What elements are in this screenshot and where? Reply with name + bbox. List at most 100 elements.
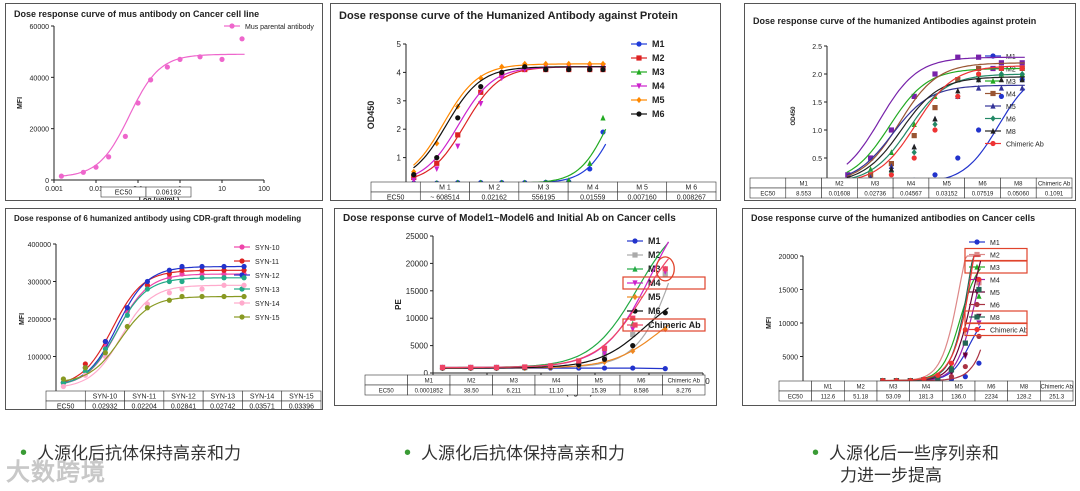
chart-panel-model1-6-cancer: Dose response curve of Model1~Model6 and… (334, 208, 717, 406)
data-point (82, 361, 88, 367)
data-point (998, 65, 1004, 71)
table-cell-text: M4 (907, 182, 916, 188)
legend-marker (239, 244, 245, 250)
table-cell-text: 11.10 (549, 389, 564, 395)
fit-line (846, 76, 1025, 179)
legend-label: M2 (648, 250, 661, 260)
series-syn-13 (60, 275, 247, 386)
y-tick-label: 5000 (782, 355, 798, 362)
y-tick-label: 1 (397, 154, 402, 163)
legend-label: M5 (990, 290, 1000, 297)
chart-title: Dose response of 6 humanized antibody us… (14, 214, 301, 223)
legend-marker (632, 322, 638, 328)
legend-item: Chimeric Ab (622, 318, 706, 332)
data-point (955, 54, 961, 60)
fit-line (441, 241, 670, 369)
legend-marker (990, 140, 996, 147)
data-point (998, 93, 1004, 99)
data-point (221, 293, 227, 300)
legend-label: M1 (652, 39, 665, 49)
data-point (976, 293, 982, 299)
table-cell-text: 112.6 (821, 395, 836, 401)
data-point (199, 286, 205, 292)
data-point (241, 267, 247, 273)
table-cell-text: M 4 (587, 185, 599, 192)
data-point (630, 332, 636, 338)
legend-item: M8 (985, 127, 1016, 136)
data-point (493, 364, 500, 371)
legend-marker (636, 68, 642, 75)
data-point (221, 271, 227, 277)
data-point (199, 263, 205, 270)
data-point (148, 77, 154, 83)
legend-label: Chimeric Ab (648, 320, 701, 330)
legend-marker (990, 102, 996, 109)
y-tick-label: 20000 (779, 254, 799, 261)
y-tick-label: 3 (397, 97, 402, 106)
y-tick-label: 20000 (406, 259, 429, 268)
table-cell (749, 177, 787, 189)
legend-label: M5 (648, 292, 661, 302)
y-tick-label: 0.5 (812, 156, 822, 163)
data-point (166, 278, 172, 285)
table-cell-text: M4 (922, 385, 931, 391)
legend-label: M8 (990, 315, 1000, 322)
fit-line (63, 284, 247, 387)
data-point (522, 364, 528, 370)
legend-item: M1 (969, 239, 1000, 247)
series-m8 (845, 76, 1025, 186)
legend-item: M1 (627, 236, 661, 246)
data-point (179, 278, 185, 285)
data-point (144, 282, 150, 288)
table-cell-text: EC50 (379, 389, 395, 395)
data-point (1019, 65, 1025, 71)
data-point (166, 271, 172, 277)
legend-label: M4 (990, 278, 1000, 285)
table-cell-text: EC50 (387, 195, 405, 201)
series-syn-15 (60, 293, 247, 382)
legend-marker (974, 301, 980, 308)
table-cell-text: 181.3 (918, 395, 934, 401)
bullet-text-4: 力进一步提高 (840, 466, 942, 485)
legend-label: M2 (652, 53, 665, 63)
data-point (868, 166, 874, 172)
legend-marker (636, 83, 642, 90)
chart-panel-humanized-antibodies-protein: Dose response curve of the humanized Ant… (744, 3, 1076, 201)
legend-label: SYN-10 (255, 245, 280, 252)
table-cell-text: 15.39 (591, 389, 607, 395)
highlight-circle (655, 256, 675, 282)
y-tick-label: 300000 (28, 280, 51, 287)
chart-title: Dose response curve of Model1~Model6 and… (343, 213, 676, 224)
table-cell (370, 181, 421, 193)
table-cell-text: EC50 (115, 190, 133, 197)
data-point (1019, 70, 1025, 78)
table-cell-text: 0.02932 (92, 404, 117, 410)
fit-line (882, 255, 981, 382)
y-axis-label: MFI (19, 313, 26, 325)
legend-item: Chimeric Ab (964, 322, 1028, 337)
legend-item: M3 (631, 67, 665, 77)
y-tick-label: 2.5 (812, 44, 822, 51)
legend-item: Mus parental antibody (224, 23, 314, 31)
fit-line (61, 53, 245, 177)
data-point (932, 105, 938, 111)
legend-label: M5 (1006, 104, 1016, 111)
legend-item: SYN-11 (234, 258, 279, 266)
table-cell-text: M1 (799, 182, 808, 188)
data-point (955, 93, 961, 99)
table-cell-text: 251.3 (1049, 395, 1065, 401)
y-axis-label: MFI (766, 317, 773, 329)
bullet-3: • 人源化后一些序列亲和 力进一步提高 (812, 442, 999, 487)
data-point (630, 315, 636, 321)
data-point (662, 266, 668, 272)
ec50-table: M1 M2 M3 M4 M5 M6 M8 Chimeric Ab EC50 112.6 51.18 5… (778, 380, 1074, 402)
data-point (932, 172, 938, 178)
legend-marker (632, 252, 638, 258)
data-point (221, 275, 227, 281)
data-point (80, 169, 86, 175)
table-cell-text: 0.01559 (580, 195, 605, 201)
data-point (60, 376, 66, 382)
x-tick-label: 100 (258, 186, 270, 193)
table-cell-text: 8.586 (634, 389, 650, 395)
table-cell-text: M 3 (538, 185, 550, 192)
